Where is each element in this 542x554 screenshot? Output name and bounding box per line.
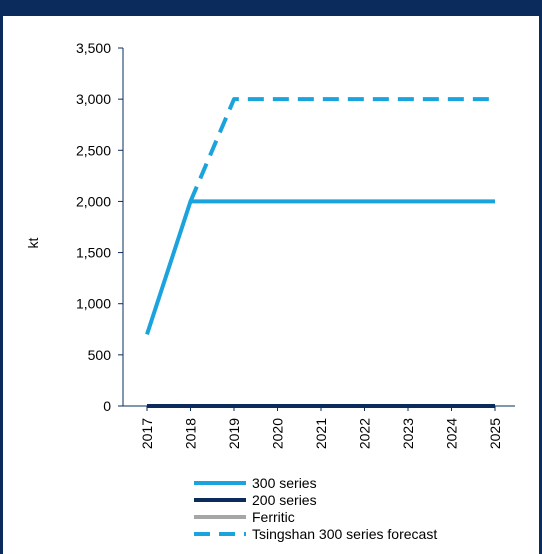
y-tick-label: 2,000 [76, 193, 111, 209]
legend-label: 300 series [252, 475, 317, 491]
y-tick-label: 2,500 [76, 142, 111, 158]
x-tick-label: 2020 [270, 418, 286, 449]
x-tick-label: 2021 [313, 418, 329, 449]
y-tick-label: 1,000 [76, 296, 111, 312]
legend-label: 200 series [252, 492, 317, 508]
y-tick-label: 1,500 [76, 245, 111, 261]
x-tick-label: 2025 [487, 418, 503, 449]
x-tick-label: 2023 [400, 418, 416, 449]
y-tick-label: 0 [103, 398, 111, 414]
y-tick-label: 500 [88, 347, 112, 363]
x-tick-label: 2018 [183, 418, 199, 449]
x-tick-label: 2019 [226, 418, 242, 449]
y-tick-label: 3,000 [76, 91, 111, 107]
y-axis-title: kt [25, 237, 41, 248]
plot-area: 0 500 1,000 1,500 2,000 2,500 3,000 3,500 2017 20… [76, 40, 515, 449]
series-line-300-series [145, 199, 495, 336]
figure-title-bar [0, 0, 542, 16]
legend-label: Tsingshan 300 series forecast [252, 526, 437, 542]
series-line-tsingshan-300-series-forecast [188, 97, 495, 203]
x-tick-label: 2022 [357, 418, 373, 449]
legend-label: Ferritic [252, 509, 295, 525]
x-tick-label: 2017 [139, 418, 155, 449]
y-tick-label: 3,500 [76, 40, 111, 56]
x-tick-label: 2024 [444, 418, 460, 449]
